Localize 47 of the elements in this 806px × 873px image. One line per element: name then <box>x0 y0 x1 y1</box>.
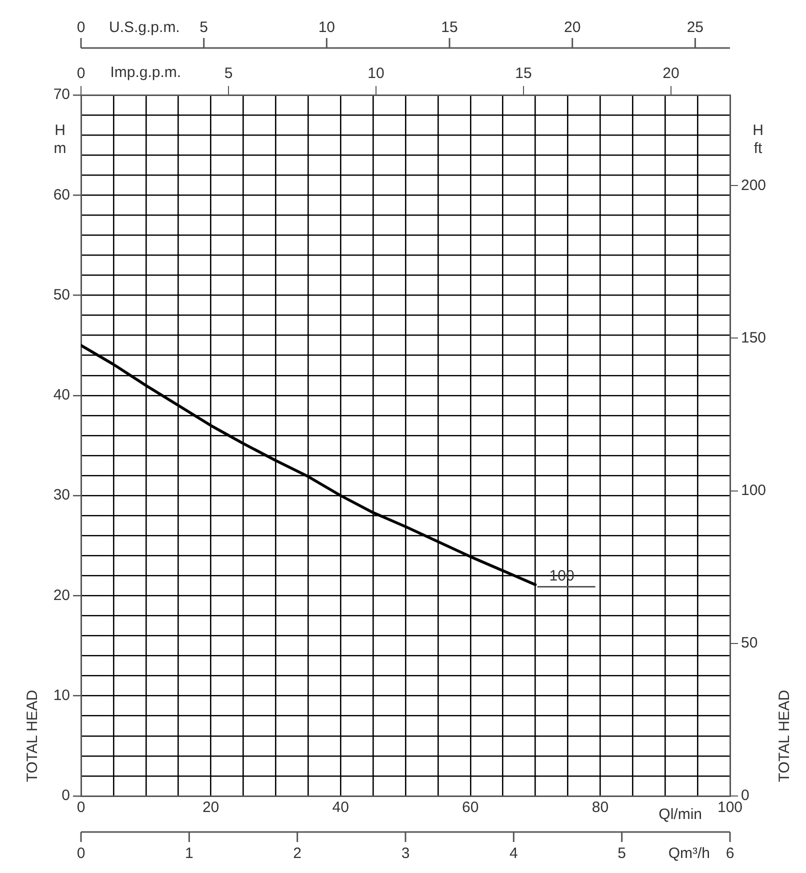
y-tick-label: 30 <box>53 486 70 504</box>
x2-tick-label: 15 <box>515 65 532 82</box>
x-tick-label: 100 <box>717 799 743 816</box>
text: 6 <box>726 845 734 862</box>
y-tick-label: 0 <box>62 787 70 804</box>
x-tick-label: 0 <box>76 799 86 816</box>
text: 1 <box>184 845 194 862</box>
text: 10 <box>318 19 336 36</box>
y2-tick-label: 50 <box>741 634 758 652</box>
text: 4 <box>509 845 518 862</box>
text: 15 <box>441 19 458 36</box>
y-tick-label: 50 <box>53 286 70 304</box>
text: 2 <box>293 845 302 862</box>
y-tick-label: 40 <box>53 386 70 404</box>
x2-tick-label: 20 <box>662 65 680 82</box>
y2-axis-title: TOTAL HEAD <box>776 690 794 782</box>
y-tick-label: 10 <box>53 687 70 704</box>
y-tick-label: 60 <box>53 186 70 204</box>
text: H <box>54 122 66 140</box>
text: 20 <box>564 19 581 36</box>
y-tick-label: 70 <box>53 86 70 104</box>
x2-tick-label: 5 <box>224 65 233 82</box>
text: Qm³/h <box>668 845 710 862</box>
x-axis-title: Ql/min <box>658 806 702 824</box>
text: m <box>54 140 66 158</box>
text: 0 <box>76 19 86 36</box>
x2-axis-title: Imp.g.p.m. <box>110 64 182 82</box>
text: U.S.g.p.m. <box>109 19 180 36</box>
x2-tick-label: 0 <box>76 65 86 82</box>
y2-tick-label: 200 <box>741 176 766 194</box>
x-tick-label: 60 <box>462 799 479 816</box>
y2-tick-label: 0 <box>741 787 750 804</box>
x-tick-label: 20 <box>202 799 220 816</box>
text: H <box>752 122 764 140</box>
y-axis-title: TOTAL HEAD <box>24 690 42 782</box>
x-tick-label: 40 <box>332 799 349 816</box>
y2-tick-label: 150 <box>741 329 766 346</box>
text: ft <box>754 140 763 158</box>
x2-tick-label: 10 <box>368 65 384 82</box>
text: 0 <box>76 845 86 862</box>
y-tick-label: 20 <box>53 586 70 604</box>
text: 5 <box>200 19 208 36</box>
y2-tick-label: 100 <box>741 482 766 499</box>
text: 5 <box>618 845 626 862</box>
text: 25 <box>686 19 704 36</box>
text: 3 <box>401 845 410 862</box>
x-tick-label: 80 <box>592 799 609 816</box>
